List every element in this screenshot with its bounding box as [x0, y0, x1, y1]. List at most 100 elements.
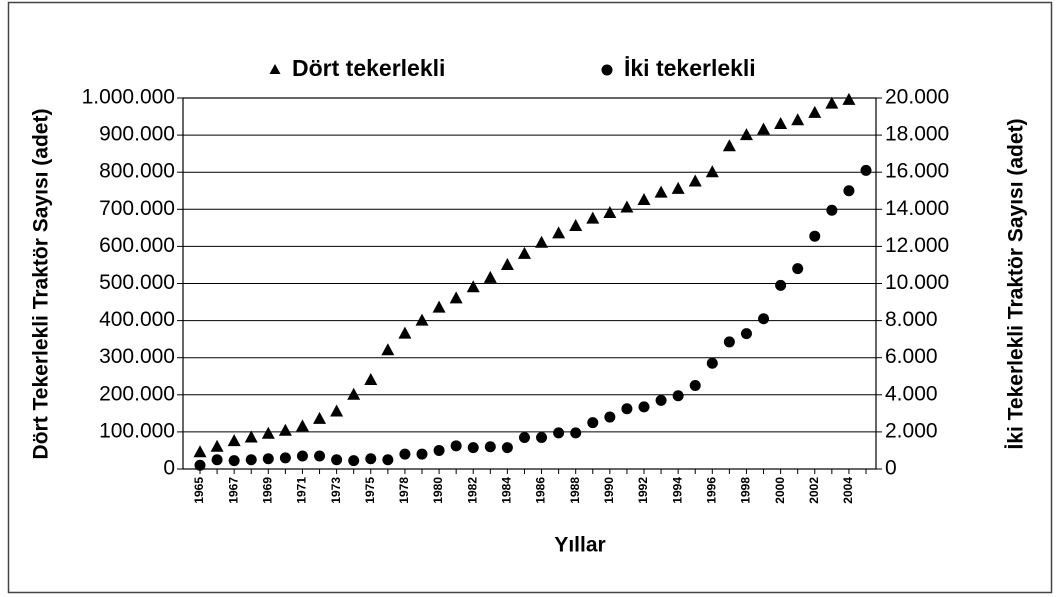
- x-tick-label: 1990: [602, 477, 616, 504]
- y-tick-label: 700.000: [99, 197, 175, 220]
- point: [433, 444, 445, 456]
- point: [757, 122, 771, 135]
- x-tick-label: 1982: [465, 477, 479, 504]
- point: [654, 185, 668, 198]
- point: [774, 116, 788, 129]
- point: [723, 336, 735, 348]
- point: [739, 128, 753, 141]
- point: [279, 452, 291, 464]
- point: [483, 270, 497, 283]
- point: [553, 427, 565, 439]
- point: [398, 326, 412, 339]
- point: [244, 430, 258, 443]
- point: [775, 279, 787, 291]
- point: [193, 445, 207, 458]
- x-tick-label: 1998: [739, 477, 753, 504]
- y-tick-label: 800.000: [99, 160, 175, 183]
- x-tick-label: 1994: [670, 477, 684, 504]
- point: [809, 230, 821, 242]
- point: [791, 113, 805, 126]
- point: [722, 139, 736, 152]
- point: [245, 454, 257, 466]
- point: [706, 357, 718, 369]
- point: [688, 174, 702, 187]
- frame: [7, 1, 1053, 594]
- y-tick-label: 400.000: [99, 308, 175, 331]
- x-tick-label: 2004: [841, 477, 855, 504]
- y-tick-label: 600.000: [99, 234, 175, 257]
- point: [552, 226, 566, 239]
- y2-tick-label: 8.000: [885, 308, 938, 331]
- x-tick-label: 1971: [295, 477, 309, 504]
- point: [261, 426, 275, 439]
- point: [449, 291, 463, 304]
- point: [331, 454, 343, 466]
- point: [518, 431, 530, 443]
- y2-tick-label: 18.000: [885, 123, 949, 146]
- point: [689, 380, 701, 392]
- point: [484, 441, 496, 453]
- legend-marker: [269, 64, 281, 74]
- y2-tick-label: 10.000: [885, 271, 949, 294]
- x-tick-label: 1973: [329, 477, 343, 504]
- point: [466, 280, 480, 293]
- point: [227, 434, 241, 447]
- point: [348, 455, 360, 467]
- point: [416, 448, 428, 460]
- point: [382, 454, 394, 466]
- point: [671, 181, 685, 194]
- point: [655, 394, 667, 406]
- y-tick-label: 1.000.000: [82, 86, 175, 109]
- point: [314, 450, 326, 462]
- point: [278, 423, 292, 436]
- point: [467, 442, 479, 454]
- legend-label: İki tekerlekli: [624, 55, 756, 81]
- point: [860, 164, 872, 176]
- x-tick-label: 1965: [192, 477, 206, 504]
- point: [330, 404, 344, 417]
- point: [399, 448, 411, 460]
- point: [604, 411, 616, 423]
- x-tick-label: 2002: [807, 477, 821, 504]
- x-axis-label: Yıllar: [554, 534, 605, 557]
- point: [535, 235, 549, 248]
- point: [842, 92, 856, 105]
- y-tick-label: 300.000: [99, 345, 175, 368]
- legend-label: Dört tekerlekli: [292, 55, 445, 81]
- x-tick-label: 1975: [363, 477, 377, 504]
- point: [587, 417, 599, 429]
- point: [500, 257, 514, 270]
- point: [501, 442, 513, 454]
- point: [570, 427, 582, 439]
- point: [672, 390, 684, 402]
- point: [262, 453, 274, 465]
- y-tick-label: 100.000: [99, 419, 175, 442]
- point: [603, 206, 617, 219]
- y-tick-label: 0: [163, 457, 175, 480]
- point: [194, 459, 206, 471]
- point: [638, 401, 650, 413]
- point: [705, 165, 719, 178]
- y2-tick-label: 6.000: [885, 345, 938, 368]
- point: [517, 246, 531, 259]
- point: [296, 450, 308, 462]
- point: [808, 105, 822, 118]
- point: [415, 313, 429, 326]
- y2-tick-label: 14.000: [885, 197, 949, 220]
- point: [432, 300, 446, 313]
- legend-marker: [601, 64, 613, 76]
- y2-tick-label: 20.000: [885, 86, 949, 109]
- y-tick-label: 900.000: [99, 123, 175, 146]
- point: [295, 419, 309, 432]
- y-tick-label: 500.000: [99, 271, 175, 294]
- x-tick-label: 2000: [773, 477, 787, 504]
- point: [826, 204, 838, 216]
- point: [228, 455, 240, 467]
- point: [586, 211, 600, 224]
- point: [620, 200, 634, 213]
- point: [792, 263, 804, 275]
- point: [210, 439, 224, 452]
- x-tick-label: 1967: [226, 477, 240, 504]
- x-tick-label: 1986: [534, 477, 548, 504]
